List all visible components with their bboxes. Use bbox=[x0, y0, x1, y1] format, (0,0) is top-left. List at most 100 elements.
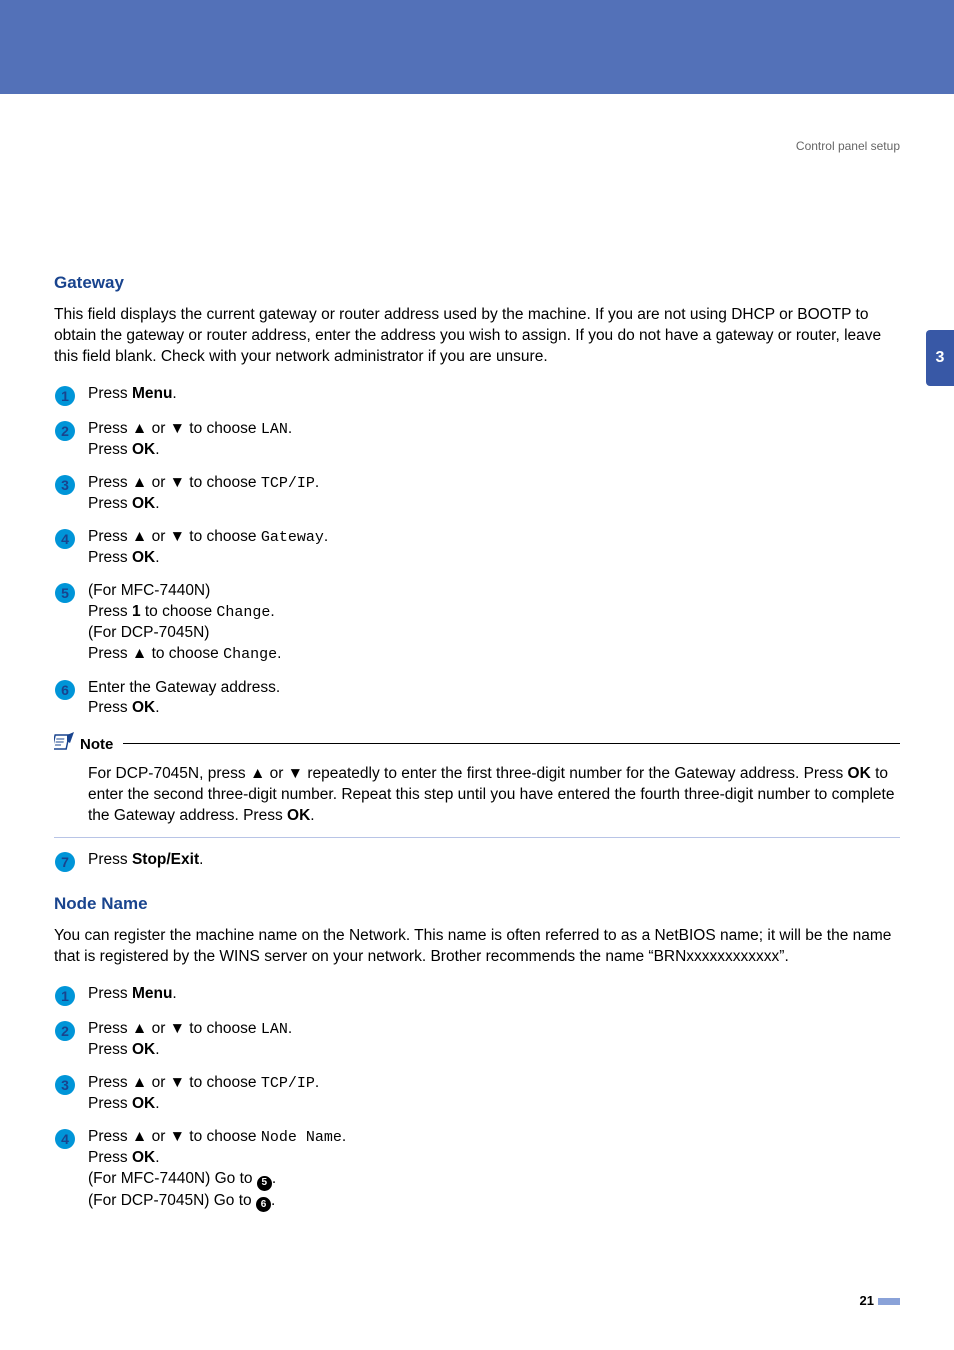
step-code: LAN bbox=[261, 1021, 288, 1038]
step-text: Press bbox=[88, 851, 132, 868]
step: 6 Enter the Gateway address. Press OK. bbox=[54, 678, 900, 720]
step-text: . bbox=[277, 645, 281, 662]
ref-dot-icon: 6 bbox=[256, 1197, 271, 1212]
step-text: (For DCP-7045N) Go to bbox=[88, 1192, 256, 1209]
svg-text:1: 1 bbox=[61, 988, 69, 1004]
step-text: Enter the Gateway address. bbox=[88, 679, 280, 696]
step-body: (For MFC-7440N) Press 1 to choose Change… bbox=[88, 581, 900, 665]
step-text: Press ▲ or ▼ to choose bbox=[88, 528, 261, 545]
step-text: . bbox=[172, 985, 176, 1002]
svg-text:7: 7 bbox=[61, 854, 69, 870]
step-text: Press bbox=[88, 549, 132, 566]
step: 2 Press ▲ or ▼ to choose LAN. Press OK. bbox=[54, 1019, 900, 1061]
step-text: Press bbox=[88, 1095, 132, 1112]
svg-text:2: 2 bbox=[61, 423, 69, 439]
step-text: . bbox=[324, 528, 328, 545]
step-text: Press ▲ or ▼ to choose bbox=[88, 1128, 261, 1145]
step-text-bold: OK bbox=[132, 699, 155, 716]
step-bullet-icon: 3 bbox=[54, 474, 82, 496]
note-box: Note For DCP-7045N, press ▲ or ▼ repeate… bbox=[54, 731, 900, 838]
note-header: Note bbox=[54, 731, 900, 758]
step-text-bold: OK bbox=[132, 1095, 155, 1112]
step-text-bold: Menu bbox=[132, 985, 172, 1002]
step-text: . bbox=[155, 699, 159, 716]
step-bullet-icon: 7 bbox=[54, 851, 82, 873]
step: 3 Press ▲ or ▼ to choose TCP/IP. Press O… bbox=[54, 473, 900, 515]
step: 7 Press Stop/Exit. bbox=[54, 850, 900, 873]
step-body: Press Menu. bbox=[88, 984, 900, 1005]
step-text: Press bbox=[88, 495, 132, 512]
step-text: Press bbox=[88, 1149, 132, 1166]
step-bullet-icon: 5 bbox=[54, 582, 82, 604]
step-text-bold: OK bbox=[132, 549, 155, 566]
step-body: Press Menu. bbox=[88, 384, 900, 405]
step: 3 Press ▲ or ▼ to choose TCP/IP. Press O… bbox=[54, 1073, 900, 1115]
step-text: (For MFC-7440N) Go to bbox=[88, 1170, 257, 1187]
step-text: (For MFC-7440N) bbox=[88, 582, 210, 599]
step-bullet-icon: 4 bbox=[54, 528, 82, 550]
breadcrumb: Control panel setup bbox=[796, 138, 900, 154]
step-text: (For DCP-7045N) bbox=[88, 624, 209, 641]
step-text-bold: Menu bbox=[132, 385, 172, 402]
step-text: . bbox=[199, 851, 203, 868]
step-text: Press ▲ or ▼ to choose bbox=[88, 1020, 261, 1037]
svg-text:4: 4 bbox=[61, 531, 69, 547]
step-text-bold: OK bbox=[132, 495, 155, 512]
step-text-bold: OK bbox=[132, 1041, 155, 1058]
step-bullet-icon: 2 bbox=[54, 420, 82, 442]
step-text: . bbox=[155, 1149, 159, 1166]
note-icon bbox=[54, 731, 76, 758]
svg-text:6: 6 bbox=[61, 682, 69, 698]
note-end-rule bbox=[54, 837, 900, 838]
step-text-bold: 1 bbox=[132, 603, 141, 620]
note-text-bold: OK bbox=[848, 765, 871, 782]
step-text: . bbox=[288, 420, 292, 437]
step-text: . bbox=[155, 1095, 159, 1112]
step-body: Enter the Gateway address. Press OK. bbox=[88, 678, 900, 720]
step-body: Press ▲ or ▼ to choose LAN. Press OK. bbox=[88, 419, 900, 461]
chapter-tab: 3 bbox=[926, 330, 954, 386]
note-text: For DCP-7045N, press ▲ or ▼ repeatedly t… bbox=[88, 765, 848, 782]
svg-text:3: 3 bbox=[61, 1077, 69, 1093]
note-label: Note bbox=[80, 735, 113, 755]
step-text: . bbox=[272, 1170, 276, 1187]
step-bullet-icon: 1 bbox=[54, 985, 82, 1007]
step-text: Press bbox=[88, 603, 132, 620]
step-text: . bbox=[342, 1128, 346, 1145]
svg-text:1: 1 bbox=[61, 388, 69, 404]
gateway-intro: This field displays the current gateway … bbox=[54, 305, 900, 368]
chapter-tab-label: 3 bbox=[936, 347, 945, 369]
step-text: Press bbox=[88, 699, 132, 716]
step-text: Press ▲ to choose bbox=[88, 645, 223, 662]
page-number-bar-icon bbox=[878, 1298, 900, 1305]
step: 4 Press ▲ or ▼ to choose Node Name. Pres… bbox=[54, 1127, 900, 1212]
step-text: Press bbox=[88, 985, 132, 1002]
step: 5 (For MFC-7440N) Press 1 to choose Chan… bbox=[54, 581, 900, 665]
step-text: Press ▲ or ▼ to choose bbox=[88, 420, 261, 437]
note-text: . bbox=[310, 807, 314, 824]
step: 1 Press Menu. bbox=[54, 384, 900, 407]
step-body: Press Stop/Exit. bbox=[88, 850, 900, 871]
step-code: Change bbox=[216, 604, 270, 621]
step: 4 Press ▲ or ▼ to choose Gateway. Press … bbox=[54, 527, 900, 569]
step-code: TCP/IP bbox=[261, 1075, 315, 1092]
svg-text:2: 2 bbox=[61, 1023, 69, 1039]
step-text: Press bbox=[88, 385, 132, 402]
step-body: Press ▲ or ▼ to choose TCP/IP. Press OK. bbox=[88, 1073, 900, 1115]
step-bullet-icon: 4 bbox=[54, 1128, 82, 1150]
page-number: 21 bbox=[860, 1292, 900, 1310]
step-body: Press ▲ or ▼ to choose Node Name. Press … bbox=[88, 1127, 900, 1212]
step-text: . bbox=[155, 495, 159, 512]
gateway-steps-tail: 7 Press Stop/Exit. bbox=[54, 850, 900, 873]
step-code: Gateway bbox=[261, 529, 324, 546]
step-text: Press ▲ or ▼ to choose bbox=[88, 1074, 261, 1091]
step-code: TCP/IP bbox=[261, 475, 315, 492]
step-text: . bbox=[271, 1192, 275, 1209]
step-text-bold: OK bbox=[132, 441, 155, 458]
note-body: For DCP-7045N, press ▲ or ▼ repeatedly t… bbox=[54, 758, 900, 833]
step-text-bold: OK bbox=[132, 1149, 155, 1166]
step-text: . bbox=[155, 441, 159, 458]
step-text-bold: Stop/Exit bbox=[132, 851, 199, 868]
node-steps: 1 Press Menu. 2 Press ▲ or ▼ to choose L… bbox=[54, 984, 900, 1212]
note-rule bbox=[123, 743, 900, 744]
